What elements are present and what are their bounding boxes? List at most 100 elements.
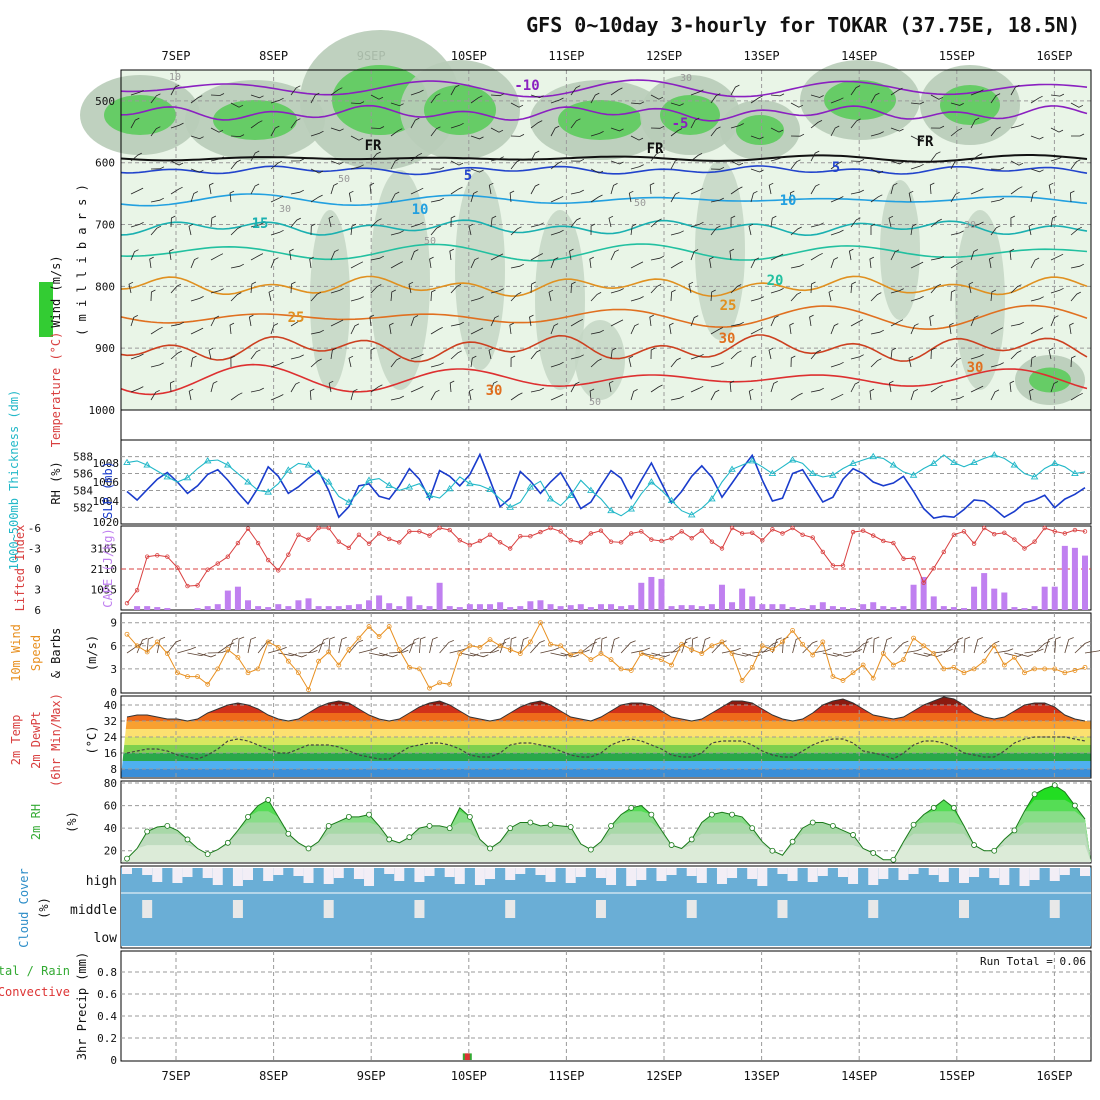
wind-speed-marker bbox=[225, 647, 231, 653]
wind-barb bbox=[650, 218, 662, 228]
wind-barb bbox=[530, 253, 543, 261]
wind-speed-marker bbox=[588, 657, 594, 663]
contour-label: 25 bbox=[288, 310, 305, 326]
li-tick: -6 bbox=[28, 522, 41, 535]
cape-li-panel: -6 -3 0 3 6 3165 2110 1055 Lifted Index CAPE (J… bbox=[13, 522, 1092, 617]
cape-bar bbox=[194, 608, 201, 610]
cape-bar bbox=[940, 606, 947, 610]
wind-barb bbox=[670, 289, 676, 302]
wind-speed-marker bbox=[507, 647, 513, 653]
cape-bar bbox=[517, 606, 524, 610]
wind-barb bbox=[250, 94, 264, 99]
li-marker bbox=[245, 526, 251, 531]
thickness-marker bbox=[728, 465, 736, 472]
cape-bar bbox=[255, 606, 262, 610]
cape-bar bbox=[991, 588, 998, 610]
wind-barb bbox=[250, 183, 260, 195]
pressure-tick: 1000 bbox=[89, 404, 116, 417]
cape-bar bbox=[890, 607, 897, 610]
wind-barb bbox=[790, 263, 804, 269]
cape-bar bbox=[325, 606, 332, 610]
rh-marker bbox=[285, 830, 292, 837]
thickness-marker bbox=[1050, 459, 1059, 466]
wind-tick: 3 bbox=[110, 663, 117, 676]
wind-barb bbox=[990, 197, 1004, 203]
wind-barb bbox=[590, 92, 600, 104]
li-marker bbox=[407, 529, 412, 534]
cloud-gap-high bbox=[152, 868, 163, 882]
surface-wind-barb bbox=[288, 652, 307, 658]
cape-bar bbox=[759, 604, 766, 610]
date-axis-bottom: 7SEP 8SEP 9SEP 10SEP 11SEP 12SEP 13SEP 14SEP 15S… bbox=[162, 1069, 1073, 1083]
wind-barb bbox=[910, 261, 924, 269]
temperature-contour bbox=[120, 334, 1088, 363]
wind-barb bbox=[970, 221, 984, 228]
surface-wind-barb bbox=[701, 637, 711, 654]
surface-wind-barb bbox=[328, 636, 335, 654]
rh-marker bbox=[487, 845, 493, 852]
rh-marker bbox=[789, 838, 796, 845]
wind-barb bbox=[1030, 327, 1044, 335]
wind-speed-marker bbox=[336, 662, 342, 668]
wind-barb bbox=[490, 380, 498, 393]
temperature-contour bbox=[120, 104, 1088, 122]
wind-barb bbox=[810, 222, 824, 228]
li-marker bbox=[558, 529, 563, 534]
thickness-marker bbox=[950, 458, 958, 466]
wind-barb bbox=[370, 126, 385, 129]
wind-barb bbox=[750, 296, 764, 302]
cloud-gap-high bbox=[666, 868, 677, 875]
cape-bar bbox=[335, 606, 342, 610]
wind-barb bbox=[370, 255, 384, 261]
surface-wind-barb bbox=[802, 640, 818, 654]
rh-marker bbox=[366, 811, 372, 818]
wind-panel: 9 6 3 0 10m Wind Speed & Barbs (m/s) bbox=[9, 612, 1100, 699]
wind-barb bbox=[150, 197, 164, 203]
li-marker bbox=[155, 553, 160, 558]
wind-barb bbox=[810, 281, 816, 294]
li-marker bbox=[840, 563, 846, 568]
wind-barb bbox=[488, 347, 494, 360]
cape-bar bbox=[930, 596, 937, 610]
wind-speed-marker bbox=[941, 666, 947, 672]
li-marker bbox=[346, 545, 352, 551]
thickness-marker bbox=[929, 459, 938, 466]
li-marker bbox=[326, 525, 331, 531]
cape-bar bbox=[618, 606, 625, 610]
wind-speed-marker bbox=[1052, 666, 1058, 672]
wind-barb bbox=[310, 130, 324, 137]
wind-barb bbox=[790, 291, 802, 302]
temp-band bbox=[121, 737, 1091, 745]
thickness-marker bbox=[546, 495, 555, 502]
surface-wind-barb bbox=[812, 648, 832, 654]
wind-barb bbox=[170, 186, 183, 195]
slp-tick: 1008 bbox=[93, 457, 120, 470]
wind-speed-marker bbox=[487, 637, 493, 643]
cape-bar bbox=[154, 607, 161, 610]
wind-tick: 0 bbox=[110, 686, 117, 699]
slp-label: SLP (mb) bbox=[101, 461, 115, 519]
contour-label: 15 bbox=[252, 216, 269, 232]
wind-label-1: 10m Wind bbox=[9, 624, 23, 682]
li-marker bbox=[871, 533, 876, 538]
cape-bar bbox=[245, 600, 252, 610]
wind-barb bbox=[870, 92, 880, 104]
surface-wind-barb bbox=[842, 649, 863, 654]
wind-barb bbox=[930, 384, 943, 393]
rh-shading bbox=[80, 30, 1085, 405]
cape-bar bbox=[648, 576, 655, 610]
wind-barb bbox=[310, 223, 316, 236]
wind-barb bbox=[1030, 168, 1044, 173]
wind-barb bbox=[908, 190, 914, 203]
wind-speed-marker bbox=[447, 681, 453, 687]
wind-barb bbox=[430, 93, 441, 104]
wind-barb bbox=[530, 150, 540, 162]
surface-wind-barb bbox=[903, 648, 923, 654]
li-tick: 6 bbox=[34, 604, 41, 617]
wind-barb bbox=[190, 296, 204, 302]
temperature-contour bbox=[120, 165, 1088, 176]
wind-speed-marker bbox=[628, 668, 634, 673]
li-tick: -3 bbox=[28, 543, 41, 556]
li-marker bbox=[649, 537, 654, 542]
wind-barb bbox=[370, 384, 383, 393]
